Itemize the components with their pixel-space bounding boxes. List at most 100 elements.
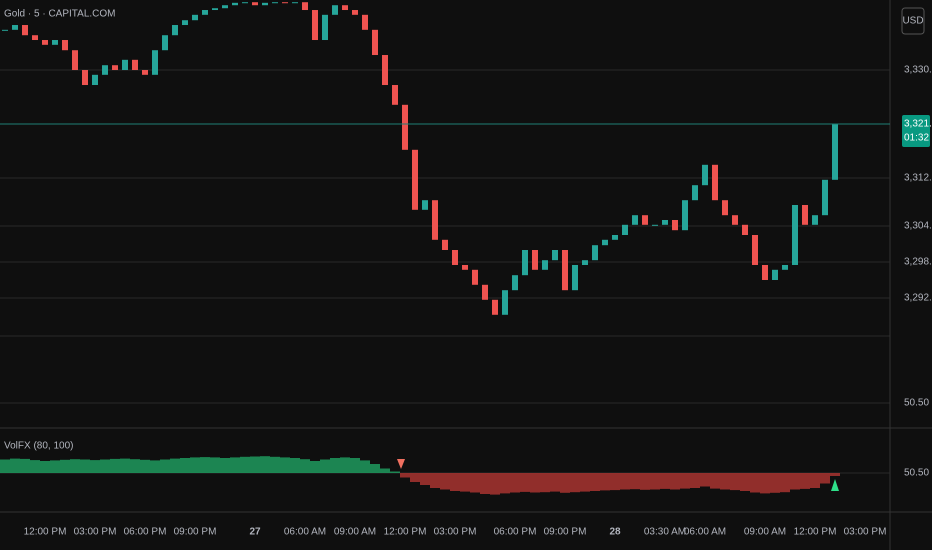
candle	[802, 205, 808, 225]
indicator-bar	[540, 473, 550, 493]
indicator-bar	[770, 473, 780, 493]
candle	[22, 25, 28, 36]
candle	[262, 2, 268, 6]
x-tick-label: 27	[249, 527, 261, 538]
candle	[792, 205, 798, 265]
indicator-bar	[590, 473, 600, 491]
candle	[2, 29, 8, 31]
indicator-bar	[60, 459, 70, 473]
candle	[342, 5, 348, 11]
candle	[12, 25, 18, 30]
x-tick-label: 12:00 PM	[794, 527, 837, 538]
candle	[462, 264, 468, 270]
candle	[32, 35, 38, 41]
indicator-bar	[390, 471, 400, 473]
candle	[632, 215, 638, 225]
indicator-bar	[130, 459, 140, 473]
indicator-bar	[620, 473, 630, 490]
indicator-bar	[330, 458, 340, 473]
indicator-bar	[100, 459, 110, 473]
x-tick-label: 06:00 PM	[124, 527, 167, 538]
candle	[702, 164, 708, 186]
x-tick-label: 09:00 PM	[544, 527, 587, 538]
currency[interactable]: USD	[902, 16, 923, 27]
indicator-bar	[780, 473, 790, 493]
y-tick-label: 3,312.00	[904, 173, 932, 184]
candle	[732, 215, 738, 225]
candle	[422, 200, 428, 210]
indicator-bar	[150, 460, 160, 473]
candle	[122, 59, 128, 71]
indicator-bar	[630, 473, 640, 490]
x-tick-label: 03:30 AM	[644, 527, 686, 538]
candle	[652, 224, 658, 226]
indicator-bar	[320, 459, 330, 473]
candle	[502, 290, 508, 315]
indicator-bar	[600, 473, 610, 491]
x-tick-label: 03:00 PM	[844, 527, 887, 538]
indicator-bar	[570, 473, 580, 493]
indicator-bar	[180, 458, 190, 473]
candle	[222, 5, 228, 9]
indicator-bar	[250, 456, 260, 473]
candle	[332, 5, 338, 15]
y-tick-label: 3,298.00	[904, 257, 932, 268]
candle	[392, 85, 398, 105]
indicator-bar	[260, 456, 270, 473]
indicator-bar	[350, 458, 360, 473]
indicator-bar	[670, 473, 680, 490]
indicator-bar	[740, 473, 750, 491]
indicator-bar	[160, 459, 170, 473]
candle	[742, 224, 748, 235]
indicator-bar	[410, 473, 420, 482]
indicator-bar	[420, 473, 430, 485]
indicator-bar	[760, 473, 770, 494]
candle	[322, 14, 328, 41]
indicator-bar	[140, 459, 150, 473]
indicator-bar	[520, 473, 530, 492]
indicator-bar	[820, 473, 830, 484]
candle	[432, 200, 438, 240]
indicator-bar	[370, 464, 380, 473]
indicator-bar	[200, 457, 210, 473]
currency-button[interactable]	[901, 7, 925, 35]
candle	[82, 70, 88, 86]
indicator-bar	[450, 473, 460, 491]
candle	[772, 269, 778, 280]
indicator-bar	[270, 456, 280, 473]
candle	[532, 249, 538, 270]
candle	[722, 200, 728, 216]
candle	[132, 59, 138, 71]
indicator-bar	[110, 458, 120, 473]
indicator-bar	[730, 473, 740, 491]
candle	[472, 269, 478, 285]
candle	[112, 65, 118, 71]
indicator-bar	[800, 473, 810, 489]
indicator-bar	[550, 473, 560, 492]
candle	[782, 264, 788, 270]
x-tick-label: 28	[609, 527, 621, 538]
candle	[642, 215, 648, 225]
indicator-bar	[810, 473, 820, 488]
indicator-bar	[310, 461, 320, 473]
candle	[662, 219, 668, 225]
last-price-box	[902, 114, 930, 147]
indicator-bar	[170, 458, 180, 473]
candle	[572, 264, 578, 291]
indicator-bar	[480, 473, 490, 494]
indicator-bar	[210, 457, 220, 473]
candle	[62, 40, 68, 51]
indicator-bar	[650, 473, 660, 490]
indicator-bar	[240, 456, 250, 473]
indicator-bar	[10, 458, 20, 473]
chart-title: Gold · 5 · CAPITAL.COM	[4, 9, 116, 20]
candle	[692, 185, 698, 201]
indicator-bar	[490, 473, 500, 495]
indicator-bar	[510, 473, 520, 493]
candle	[832, 123, 838, 180]
candle	[172, 25, 178, 36]
candle	[292, 2, 298, 4]
candle	[182, 20, 188, 26]
indicator-bar	[50, 460, 60, 473]
indicator-bar	[90, 460, 100, 473]
